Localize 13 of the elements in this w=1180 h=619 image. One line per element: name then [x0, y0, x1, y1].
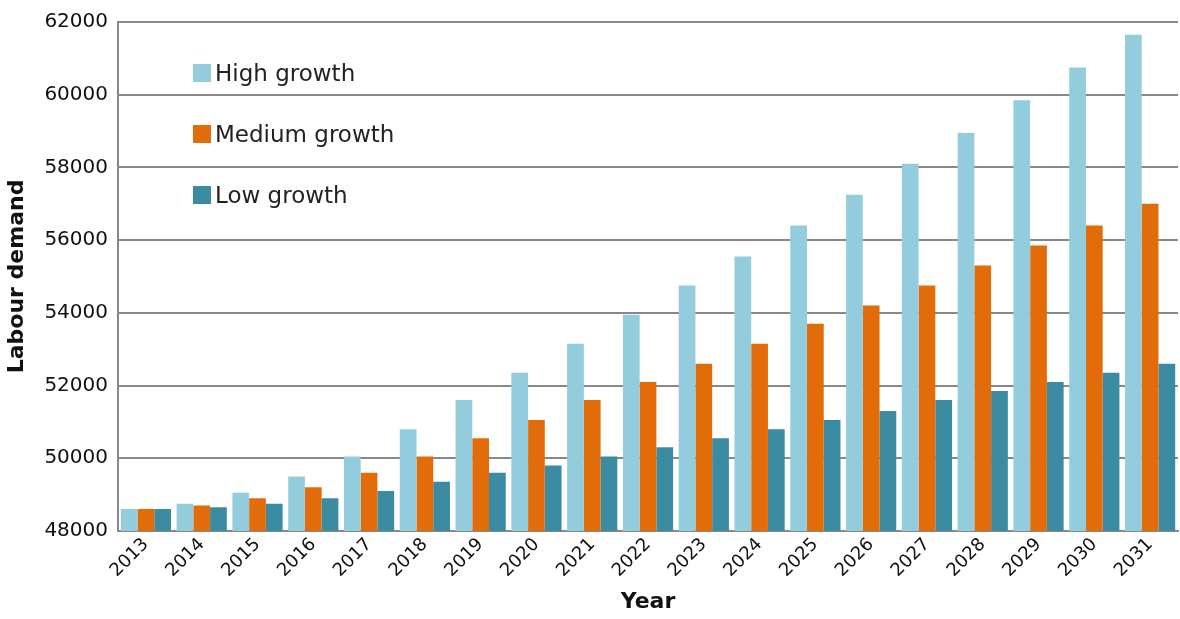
legend-label: Medium growth [215, 120, 395, 147]
y-tick-label: 56000 [44, 226, 109, 251]
y-tick-label: 54000 [44, 299, 109, 324]
y-tick-label: 50000 [44, 444, 109, 469]
legend-label: High growth [215, 59, 356, 86]
y-tick-label: 62000 [44, 8, 109, 33]
x-axis-title: Year [619, 587, 676, 613]
y-tick-label: 52000 [44, 371, 109, 396]
y-tick-label: 48000 [44, 517, 109, 542]
y-tick-label: 60000 [44, 80, 109, 105]
y-axis-title: Labour demand [2, 179, 28, 374]
legend-label: Low growth [215, 181, 348, 208]
y-tick-label: 58000 [44, 153, 109, 178]
